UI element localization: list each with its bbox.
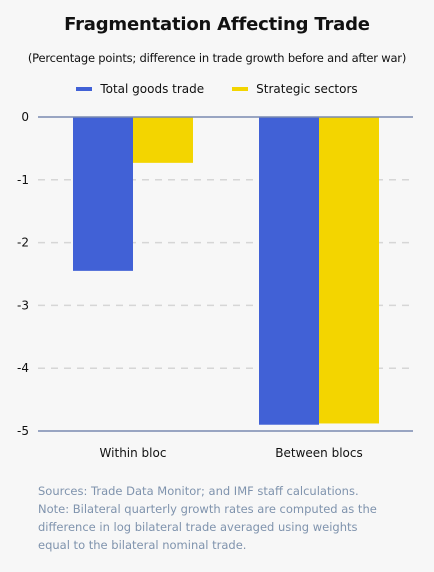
y-tick-label: -3	[17, 298, 29, 312]
x-tick-label: Within bloc	[100, 446, 167, 460]
notes-line-3: equal to the bilateral nominal trade.	[38, 538, 247, 552]
bar-strategic-sectors	[133, 117, 193, 163]
y-tick-label: -4	[17, 361, 29, 375]
chart-subtitle: (Percentage points; difference in trade …	[27, 51, 407, 65]
y-tick-label: 0	[21, 110, 29, 124]
legend-swatch-total-goods-trade	[76, 87, 93, 91]
notes-sources: Sources: Trade Data Monitor; and IMF sta…	[38, 484, 359, 498]
bar-total-goods-trade	[73, 117, 133, 271]
legend-label-strategic-sectors: Strategic sectors	[256, 82, 358, 96]
chart-notes: Sources: Trade Data Monitor; and IMF sta…	[38, 482, 418, 554]
notes-line-1: Note: Bilateral quarterly growth rates a…	[38, 502, 377, 516]
notes-line-2: difference in log bilateral trade averag…	[38, 520, 358, 534]
x-tick-label: Between blocs	[275, 446, 362, 460]
bar-total-goods-trade	[259, 117, 319, 425]
y-tick-label: -5	[17, 424, 29, 438]
legend-item-total-goods-trade: Total goods trade	[76, 82, 204, 96]
bar-strategic-sectors	[319, 117, 379, 424]
bar-chart: 0 -1 -2 -3 -4 -5 Within bloc Between blocs	[17, 110, 413, 460]
chart-title: Fragmentation Affecting Trade	[64, 14, 370, 35]
legend-label-total-goods-trade: Total goods trade	[100, 82, 205, 96]
y-tick-label: -1	[17, 173, 29, 187]
legend-item-strategic-sectors: Strategic sectors	[232, 82, 358, 96]
chart-legend: Total goods trade Strategic sectors	[0, 82, 434, 96]
legend-swatch-strategic-sectors	[232, 87, 249, 91]
y-tick-label: -2	[17, 236, 29, 250]
